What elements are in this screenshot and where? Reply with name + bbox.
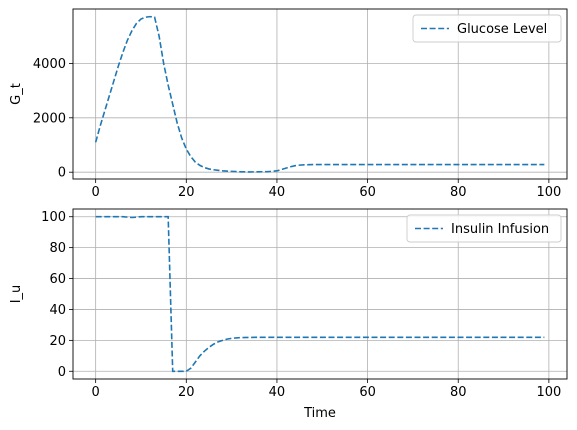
x-tick-label: 20 [178, 185, 195, 200]
x-tick-label: 60 [359, 185, 376, 200]
plot-frame [72, 8, 568, 180]
x-tick-label: 100 [536, 185, 561, 200]
x-tick-label: 80 [450, 185, 467, 200]
x-tick-label: 40 [269, 185, 286, 200]
chart-panel-1: 0 20 40 60 80 100 0 2000 4000 G_t Glucose Level [9, 8, 568, 200]
series-line-1 [94, 15, 545, 173]
y-axis-label: I_u [9, 285, 24, 304]
legend-box [406, 214, 562, 243]
x-tick-label: 80 [450, 385, 467, 400]
y-tick-label: 60 [49, 272, 66, 287]
y-tick-label: 0 [58, 365, 66, 380]
x-tick-label: 60 [359, 385, 376, 400]
y-tick-label: 2000 [33, 111, 66, 126]
y-tick-label: 4000 [33, 57, 66, 72]
chart-panel-2: 0 20 40 60 80 100 0 20 40 60 80 100 I_u Time Insulin I… [9, 208, 568, 421]
legend-label: Insulin Infusion [451, 222, 549, 237]
series-line-1 [95, 215, 545, 373]
x-tick-label: 100 [536, 385, 561, 400]
legend: Glucose Level [412, 14, 562, 43]
x-tick-label: 0 [92, 385, 100, 400]
y-tick-label: 0 [58, 166, 66, 181]
legend: Insulin Infusion [406, 214, 562, 243]
plot-frame [72, 208, 568, 380]
x-tick-label: 20 [178, 385, 195, 400]
y-tick-label: 40 [49, 303, 66, 318]
y-axis-label: G_t [9, 83, 24, 105]
x-tick-label: 40 [269, 385, 286, 400]
y-tick-label: 20 [49, 334, 66, 349]
x-axis-label: Time [303, 406, 336, 421]
legend-label: Glucose Level [457, 22, 547, 37]
x-tick-label: 0 [92, 185, 100, 200]
y-tick-label: 80 [49, 241, 66, 256]
y-tick-label: 100 [41, 210, 66, 225]
legend-box [412, 14, 562, 43]
